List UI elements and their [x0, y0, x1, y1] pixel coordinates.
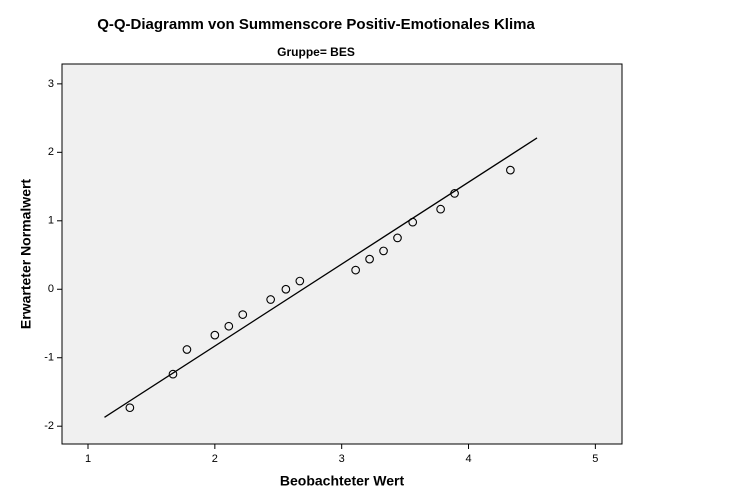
point: [125, 403, 135, 413]
point: [365, 254, 374, 264]
point: [168, 369, 178, 379]
y-tick-label: -1: [44, 352, 54, 364]
chart-title: Q-Q-Diagramm von Summenscore Positiv-Emo…: [97, 16, 535, 33]
point: [238, 310, 248, 319]
y-tick-label: 0: [48, 283, 54, 295]
x-tick-label: 3: [339, 453, 345, 465]
point: [210, 330, 220, 340]
y-tick-label: -2: [44, 420, 54, 432]
reference-line: [104, 137, 538, 418]
y-tick-label: 3: [48, 78, 54, 90]
y-tick-label: 2: [48, 146, 54, 158]
plot-area: [61, 63, 623, 445]
x-tick-label: 1: [85, 453, 91, 465]
point: [295, 276, 305, 286]
point: [450, 189, 459, 198]
point: [351, 265, 360, 275]
point: [266, 295, 276, 304]
point: [281, 284, 291, 294]
y-tick-label: 1: [48, 215, 54, 227]
point: [224, 321, 234, 331]
point: [182, 345, 192, 354]
x-tick-label: 2: [212, 453, 218, 465]
point: [393, 233, 402, 243]
point: [506, 165, 515, 175]
chart-subtitle: Gruppe= BES: [277, 45, 355, 59]
y-axis-label: Erwarteter Normalwert: [18, 179, 34, 330]
x-tick-label: 5: [592, 453, 598, 465]
x-tick-label: 4: [465, 453, 471, 465]
point: [408, 217, 418, 227]
point: [436, 204, 445, 214]
point: [379, 246, 388, 256]
x-axis-label: Beobachteter Wert: [280, 473, 405, 489]
